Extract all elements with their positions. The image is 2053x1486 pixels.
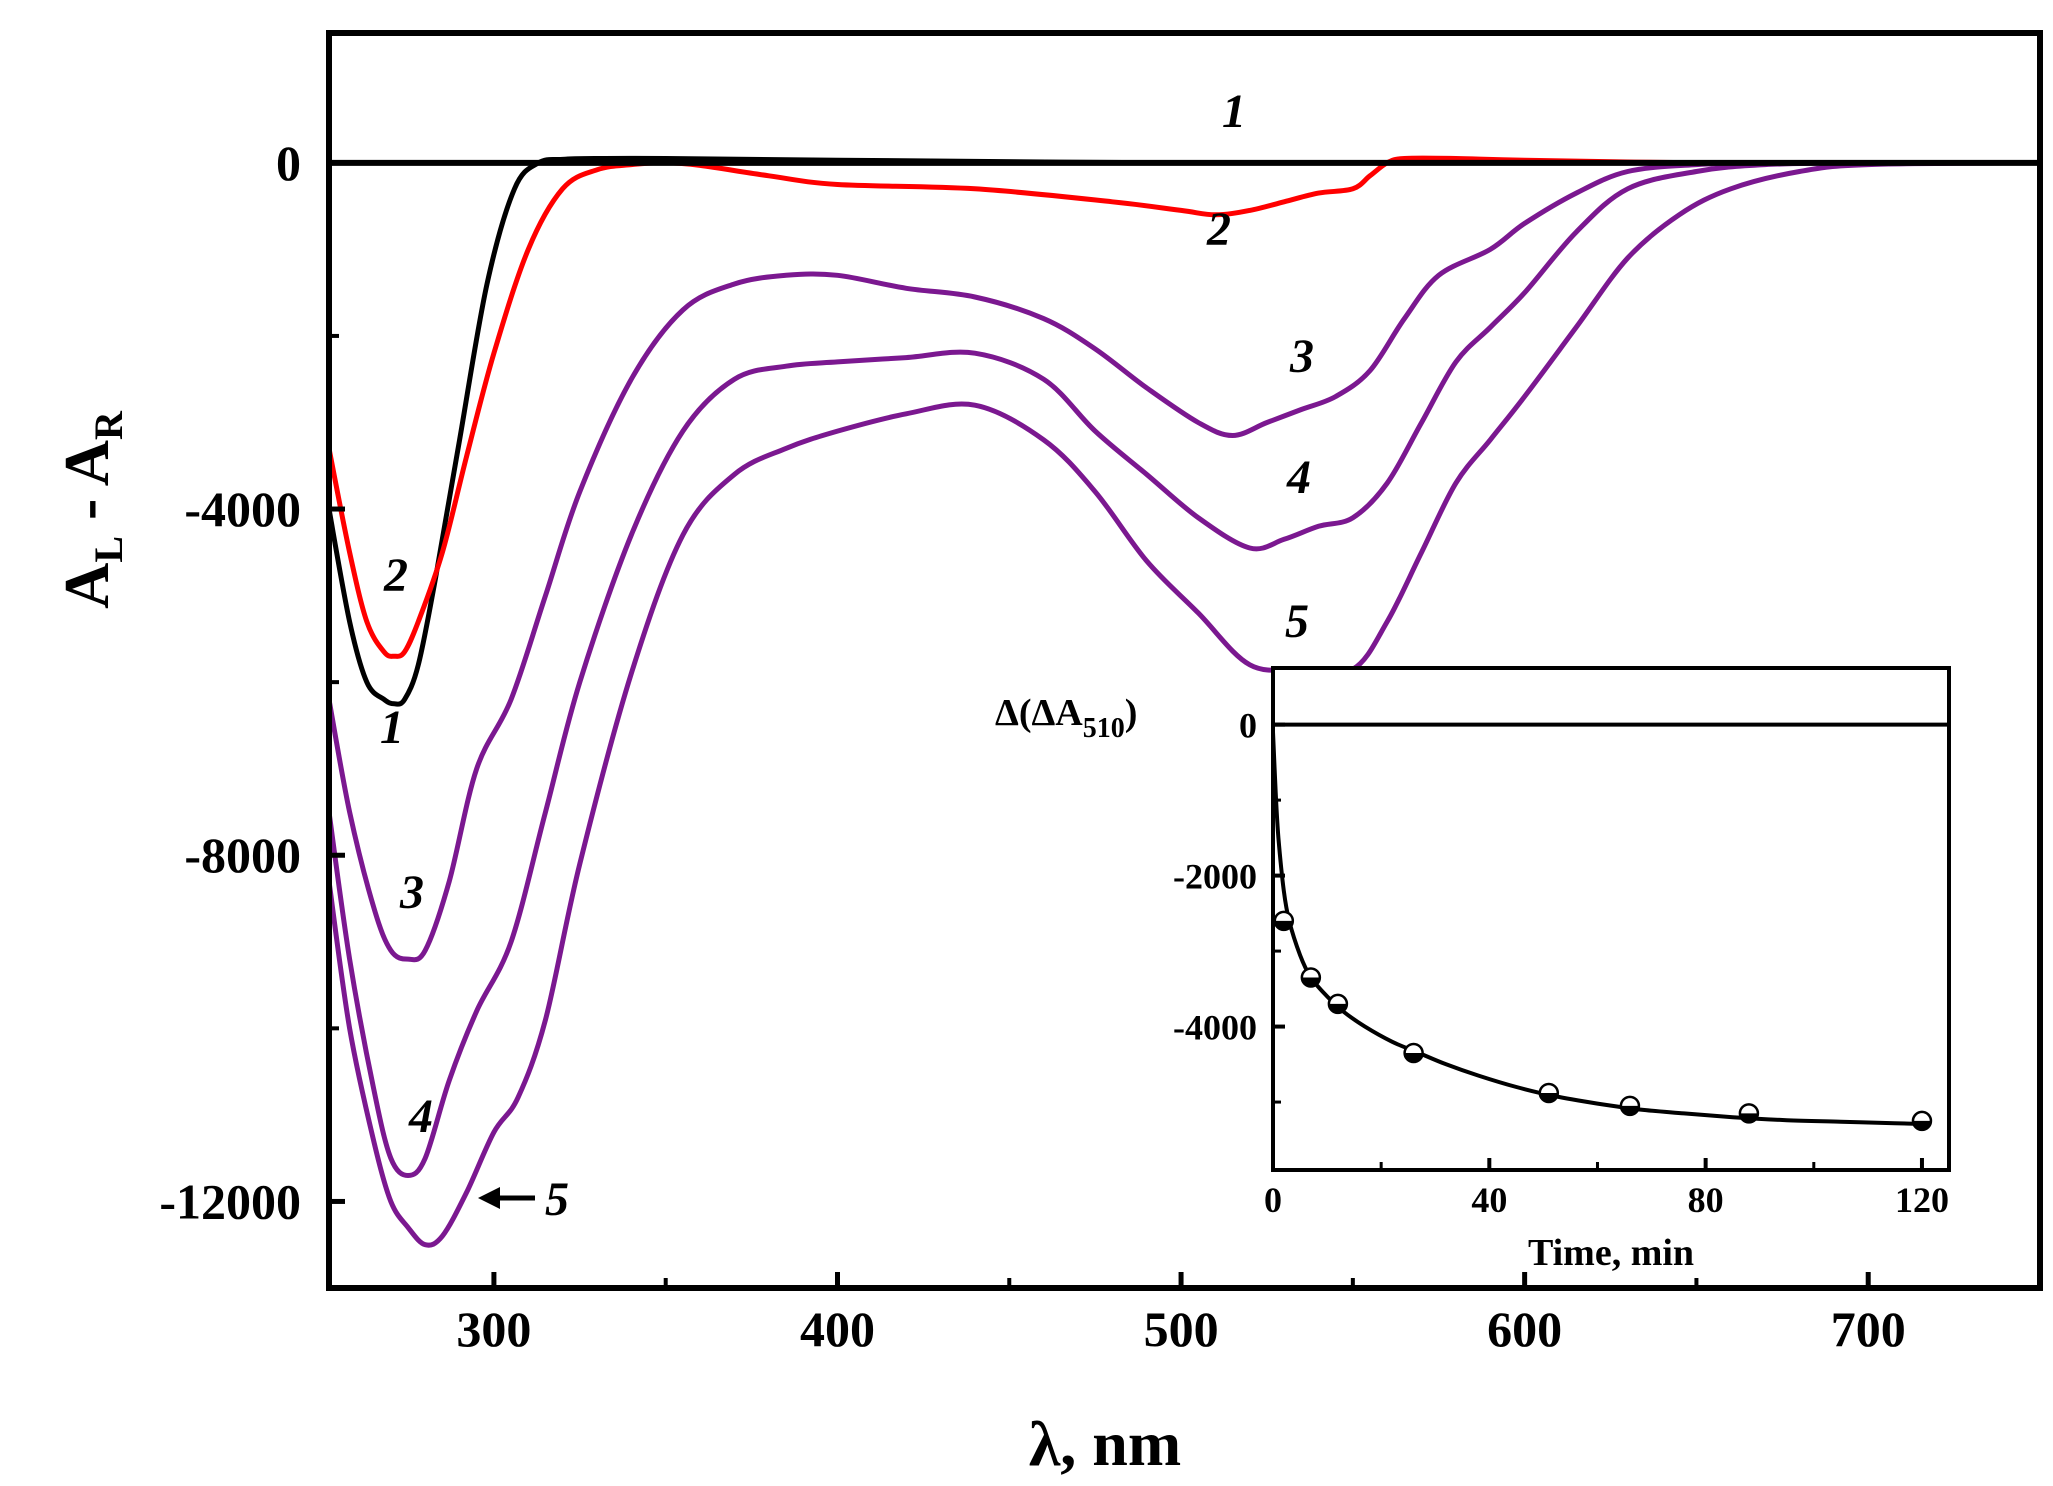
inset-point [1538,1082,1560,1104]
y-axis-ticks: 0 -4000 -8000 -12000 [159,135,345,1229]
inset-y-tick-label--4000: -4000 [1173,1008,1257,1048]
inset-y-title-close: ) [1125,692,1138,734]
x-tick-label-300: 300 [456,1301,531,1357]
curve-label-1-bottom: 1 [380,701,404,754]
curve-2 [326,155,2040,659]
inset-x-tick-label-120: 120 [1895,1180,1949,1220]
x-tick-label-400: 400 [800,1301,875,1357]
curve-5 [326,160,2041,1248]
inset-y-tick-label-0: 0 [1239,706,1257,746]
curve-label-1-top: 1 [1222,85,1246,138]
x-tick-label-500: 500 [1144,1301,1219,1357]
main-chart: 300 400 500 600 700 0-4000-8000-12000 λ, nm … [51,30,2043,1479]
inset-x-tick-label-80: 80 [1688,1180,1724,1220]
curve-1 [326,155,2040,707]
curve-label-4-left: 4 [408,1090,433,1143]
inset-plot-frame [1271,666,1951,1172]
curve-label-5-arrow: 5 [545,1173,569,1226]
inset-point [1738,1103,1760,1124]
inset-y-title-main: Δ(ΔA [995,692,1083,734]
inset-point [1327,993,1349,1015]
inset-y-axis-title: Δ(ΔA510) [995,692,1137,744]
y-axis-title-sep: - [51,486,122,536]
curve-4 [326,160,2041,1178]
y-axis-title-sub-r: R [86,410,131,440]
y-axis-title-sub-l: L [86,536,131,563]
y-tick-label-0: 0 [276,135,301,191]
y-tick-label--4000: -4000 [184,481,301,537]
y-tick-label--12000: -12000 [159,1173,301,1229]
x-tick-label-700: 700 [1831,1301,1906,1357]
inset-data-points [1273,910,1933,1132]
inset-point [1273,910,1295,932]
inset-y-axis-ticks: 0 -2000 -4000 [1173,706,1285,1104]
inset-x-axis-ticks: 0 40 80 120 [1264,1158,1949,1220]
x-axis-title: λ, nm [1029,1408,1181,1479]
inset-point [1300,967,1322,988]
curve-label-2-left: 2 [383,549,408,602]
inset-point [1911,1110,1933,1132]
arrow-head [478,1187,500,1209]
y-axis-title: AL - AR [51,410,131,609]
curve-label-5-right: 5 [1285,595,1309,648]
curve-label-4-right: 4 [1286,451,1311,504]
inset-x-tick-label-40: 40 [1471,1180,1507,1220]
y-axis-title-a2: A [51,440,122,486]
curve-label-3-right: 3 [1289,330,1314,383]
curve-label-3-left: 3 [399,866,424,919]
inset-x-tick-label-0: 0 [1264,1180,1282,1220]
x-tick-label-600: 600 [1487,1301,1562,1357]
y-tick-label--8000: -8000 [184,827,301,883]
main-plot-frame [326,30,2043,1291]
curve-5-arrow [478,1187,535,1209]
inset-x-axis-title: Time, min [1528,1232,1694,1274]
inset-chart: 0 40 80 120 0 -2000 -4000 Time, min Δ(ΔA510) [995,666,1951,1274]
curve-3 [326,160,2040,963]
inset-background [1273,668,1949,1170]
inset-y-tick-label--2000: -2000 [1173,857,1257,897]
y-axis-title-a1: A [51,563,122,609]
curve-label-2-top: 2 [1206,203,1231,256]
x-axis-ticks: 300 400 500 600 700 [456,1272,1906,1357]
inset-point [1403,1042,1424,1064]
inset-point [1619,1095,1641,1117]
inset-y-title-sub: 510 [1083,713,1125,744]
